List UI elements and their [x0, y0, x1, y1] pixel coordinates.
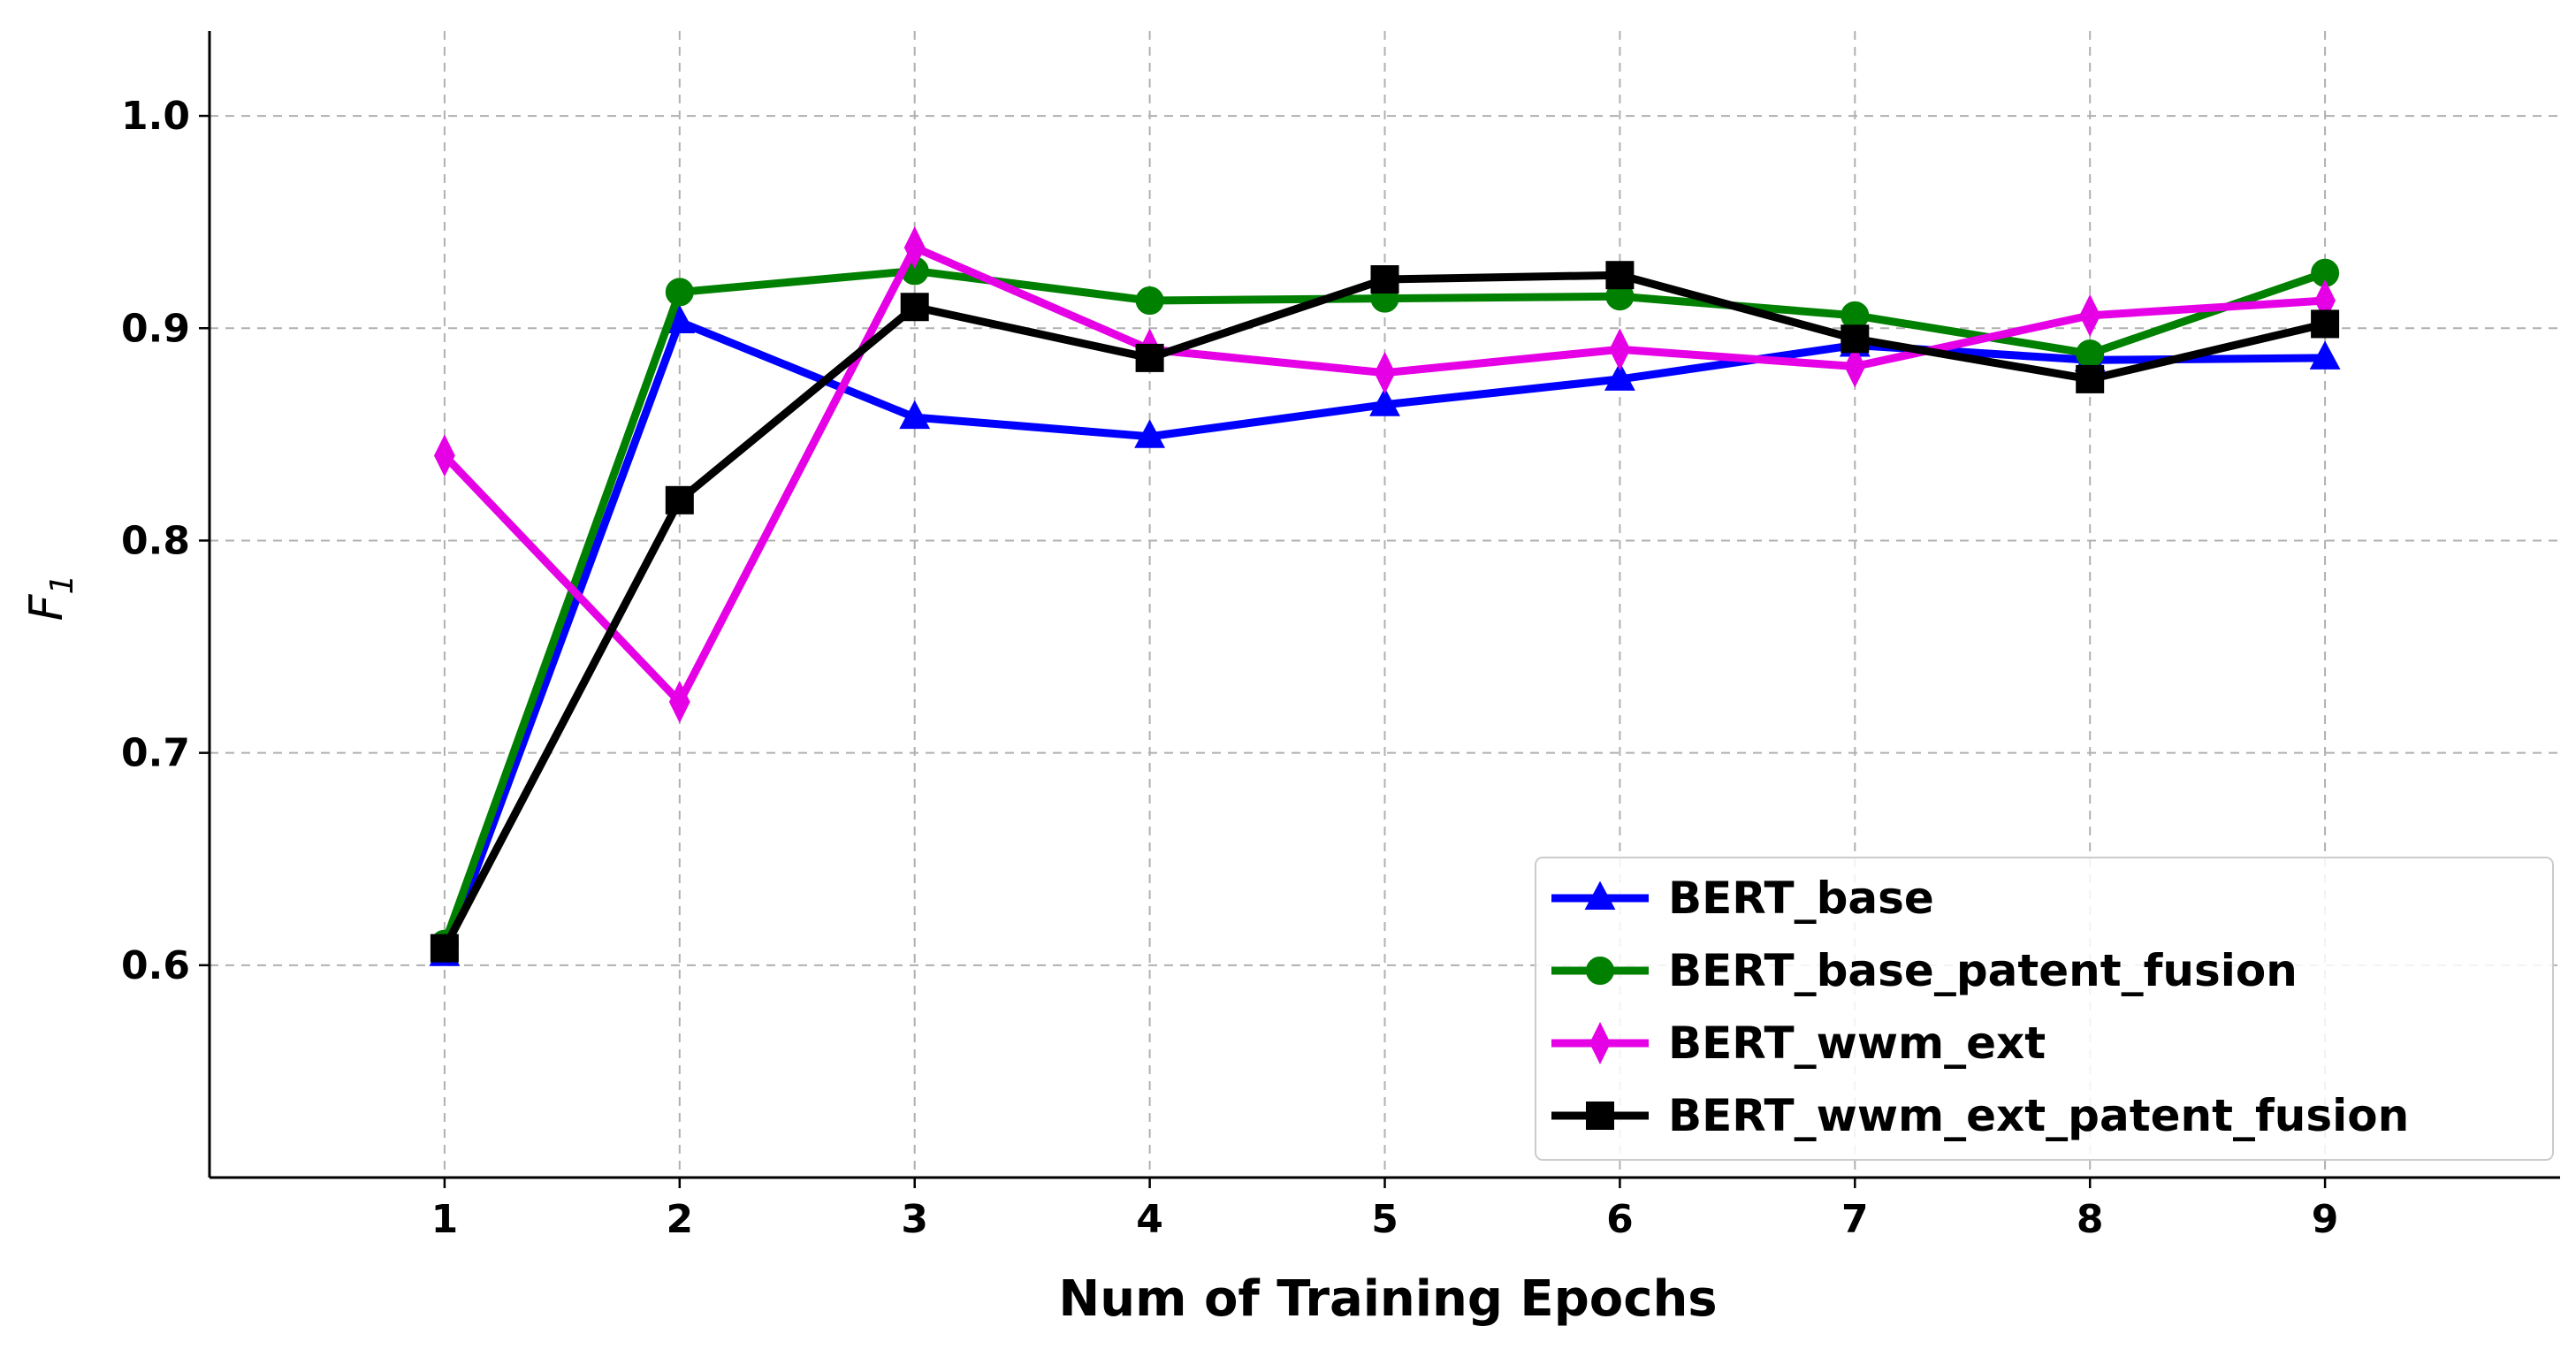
legend-box: [1535, 857, 2554, 1161]
data-point: [433, 434, 455, 477]
legend: BERT_base BERT_base_patent_fusion BERT_wwm…: [1535, 857, 2554, 1161]
data-point: [1604, 362, 1635, 391]
x-tick-label: 2: [666, 1197, 693, 1242]
x-tick-label: 5: [1371, 1197, 1399, 1242]
x-tick-label: 7: [1841, 1197, 1869, 1242]
legend-entry: BERT_base_patent_fusion: [1551, 945, 2298, 996]
x-tick-label: 1: [431, 1197, 459, 1242]
y-tick-label: 0.7: [121, 731, 190, 776]
y-axis-label-subscript: 1: [44, 575, 80, 595]
data-point: [665, 485, 694, 515]
x-tick-label: 6: [1606, 1197, 1634, 1242]
y-axis-label-main: F: [20, 593, 73, 621]
y-tick-label: 0.9: [121, 306, 190, 351]
data-point: [2076, 339, 2105, 369]
data-point: [668, 680, 690, 723]
legend-entry: BERT_wwm_ext_patent_fusion: [1551, 1090, 2409, 1141]
data-point: [903, 225, 926, 269]
x-ticks: 1 2 3 4 5 6 7 8 9: [431, 1178, 2339, 1242]
x-tick-label: 4: [1136, 1197, 1163, 1242]
x-axis-label: Num of Training Epochs: [1058, 1270, 1717, 1328]
y-axis-label: F1: [20, 575, 80, 621]
data-point: [1135, 343, 1164, 372]
data-point: [900, 293, 929, 322]
data-point: [2311, 309, 2340, 339]
data-point: [430, 934, 459, 963]
data-point: [1369, 387, 1400, 416]
legend-entry: BERT_wwm_ext: [1551, 1018, 2046, 1069]
legend-entry: BERT_base: [1551, 873, 1934, 924]
y-tick-label: 0.8: [121, 518, 190, 563]
data-point: [2079, 294, 2101, 337]
data-point: [899, 400, 931, 430]
y-ticks: 0.6 0.7 0.8 0.9 1.0: [121, 94, 210, 988]
data-point: [1841, 324, 1870, 354]
y-tick-label: 1.0: [121, 94, 190, 139]
data-point: [1605, 261, 1635, 290]
data-point: [1374, 351, 1396, 394]
legend-label: BERT_wwm_ext: [1668, 1018, 2046, 1069]
data-point: [2076, 364, 2105, 393]
data-point: [1844, 345, 1866, 388]
x-tick-label: 3: [901, 1197, 928, 1242]
y-tick-label: 0.6: [121, 943, 190, 988]
data-point: [665, 278, 694, 307]
data-point: [1134, 419, 1166, 448]
legend-marker: [1584, 881, 1616, 910]
series-layer: [429, 225, 2341, 966]
data-point: [2309, 340, 2341, 370]
data-point: [1370, 265, 1399, 294]
data-point: [1135, 286, 1164, 316]
data-point: [1609, 328, 1631, 371]
legend-marker: [1589, 1022, 1611, 1064]
x-tick-label: 8: [2077, 1197, 2104, 1242]
legend-label: BERT_base_patent_fusion: [1668, 945, 2298, 996]
legend-label: BERT_base: [1668, 873, 1934, 924]
x-tick-label: 9: [2312, 1197, 2339, 1242]
legend-label: BERT_wwm_ext_patent_fusion: [1668, 1090, 2409, 1141]
legend-marker: [1586, 1102, 1614, 1130]
series-BERT_wwm_ext_patent_fusion: [430, 261, 2340, 963]
legend-marker: [1586, 957, 1614, 985]
